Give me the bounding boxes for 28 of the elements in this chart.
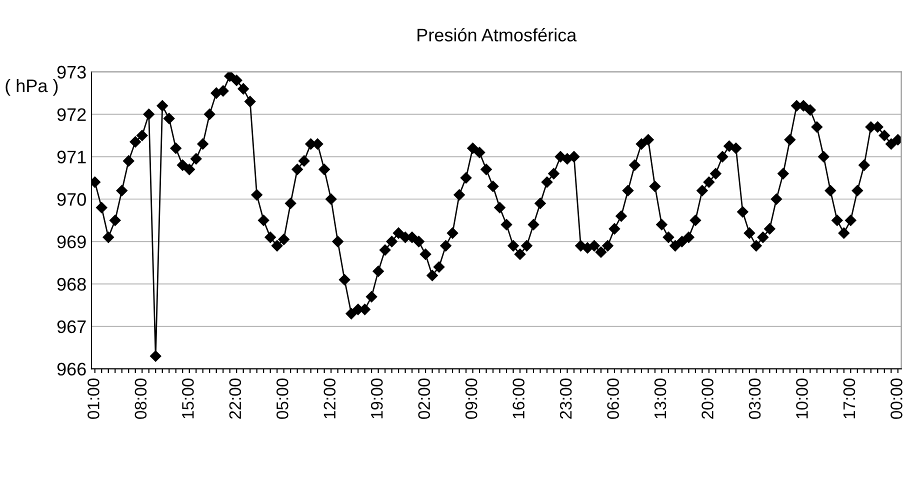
x-tick-label: 01:00 bbox=[88, 378, 100, 419]
y-tick-label: 968 bbox=[57, 278, 86, 291]
x-tick-label: 23:00 bbox=[560, 378, 572, 419]
x-tick-label: 12:00 bbox=[324, 378, 336, 418]
y-tick-label: 972 bbox=[57, 108, 86, 121]
x-tick-label: 19:00 bbox=[370, 378, 383, 418]
x-tick-label: 13:00 bbox=[654, 378, 666, 418]
x-tick-label: 22:00 bbox=[229, 378, 242, 419]
y-axis-title: ( hPa ) bbox=[6, 78, 58, 96]
y-tick-label: 967 bbox=[57, 320, 86, 334]
x-tick-label: 06:00 bbox=[607, 378, 619, 419]
y-tick-label: 969 bbox=[57, 235, 86, 248]
x-tick-label: 20:00 bbox=[702, 378, 714, 419]
x-tick-label: 00:00 bbox=[890, 378, 902, 419]
chart-title: Presión Atmosférica bbox=[418, 28, 577, 42]
x-tick-label: 16:00 bbox=[512, 378, 524, 418]
x-tick-label: 17:00 bbox=[843, 378, 856, 418]
x-tick-label: 08:00 bbox=[134, 378, 147, 419]
x-tick-label: 09:00 bbox=[465, 378, 478, 419]
y-tick-label: 970 bbox=[57, 193, 86, 206]
x-tick-label: 02:00 bbox=[418, 378, 430, 419]
x-tick-label: 15:00 bbox=[182, 378, 194, 418]
x-tick-label: 03:00 bbox=[748, 378, 761, 419]
y-tick-label: 973 bbox=[57, 66, 86, 79]
x-tick-label: 05:00 bbox=[276, 378, 288, 419]
y-tick-label: 966 bbox=[57, 362, 86, 376]
x-tick-label: 10:00 bbox=[796, 378, 808, 418]
y-tick-label: 971 bbox=[57, 150, 86, 164]
